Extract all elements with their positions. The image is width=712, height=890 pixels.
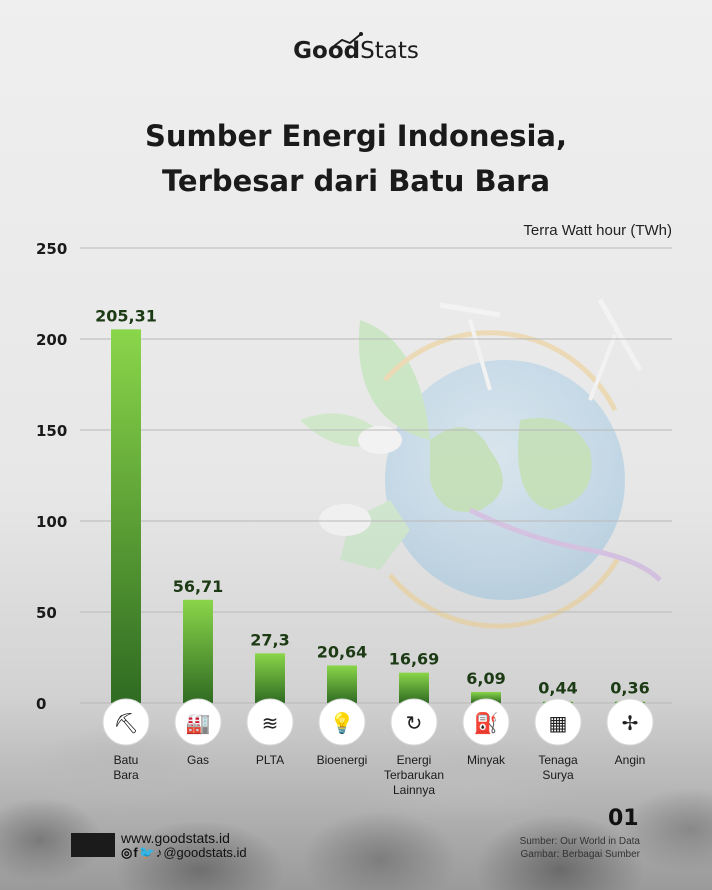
bar — [471, 691, 501, 703]
dam-icon: ≋ — [246, 698, 294, 746]
svg-text:⛽: ⛽ — [474, 711, 499, 735]
bar — [327, 665, 357, 703]
category-label: Tenaga — [538, 753, 578, 767]
y-axis-ticks: 0 50 100 150 200 250 — [36, 240, 67, 713]
y-tick-label: 250 — [36, 240, 67, 258]
category-label: PLTA — [256, 753, 284, 767]
category-label: Batu — [114, 753, 139, 767]
chart-title: Sumber Energi Indonesia, Terbesar dari B… — [0, 114, 712, 204]
gas-plant-icon: 🏭 — [174, 698, 222, 746]
unit-label: Terra Watt hour (TWh) — [523, 222, 672, 239]
bars — [111, 329, 645, 703]
eco-illustration — [300, 298, 662, 629]
footer-badge — [71, 833, 115, 857]
value-label: 20,64 — [317, 642, 368, 661]
y-tick-label: 0 — [36, 695, 46, 713]
logo-sparkline-icon — [333, 32, 363, 47]
renewable-cycle-icon: ↻ — [390, 698, 438, 746]
y-tick-label: 150 — [36, 422, 67, 440]
category-label: Surya — [542, 768, 574, 782]
svg-text:🏭: 🏭 — [186, 711, 211, 735]
coal-cart-icon: ⛏ — [102, 698, 150, 746]
oil-rig-icon: ⛽ — [462, 698, 510, 746]
category-label: Angin — [615, 753, 646, 767]
category-label: Gas — [187, 753, 209, 767]
bar — [399, 672, 429, 703]
page-number: 01 — [608, 806, 639, 831]
source-notes: Sumber: Our World in Data Gambar: Berbag… — [520, 835, 640, 861]
social-handle[interactable]: @goodstats.id — [163, 845, 247, 860]
value-label: 16,69 — [389, 650, 440, 669]
svg-text:💡: 💡 — [330, 711, 355, 735]
bioenergy-bulb-icon: 💡 — [318, 698, 366, 746]
goodstats-logo: GoodStats — [0, 32, 712, 64]
value-label: 0,36 — [610, 679, 649, 698]
category-label: Minyak — [467, 753, 506, 767]
value-label: 27,3 — [250, 630, 289, 649]
chart-title-line-2: Terbesar dari Batu Bara — [161, 164, 551, 198]
chart-title-line-1: Sumber Energi Indonesia, — [144, 119, 567, 153]
footer-website[interactable]: www.goodstats.id — [121, 830, 230, 846]
logo-stats: Stats — [360, 38, 419, 64]
y-tick-label: 200 — [36, 331, 67, 349]
svg-text:↻: ↻ — [406, 711, 423, 735]
category-label: Lainnya — [393, 783, 435, 797]
bar — [111, 329, 141, 703]
bar — [183, 599, 213, 703]
category-label: Terbarukan — [384, 768, 444, 782]
svg-text:⛏: ⛏ — [113, 711, 138, 735]
solar-panel-icon: ▦ — [534, 698, 582, 746]
grid-lines — [80, 247, 672, 704]
bar — [255, 653, 285, 703]
category-label: Bara — [113, 768, 139, 782]
y-tick-label: 100 — [36, 513, 67, 531]
value-labels: 205,31 56,71 27,3 20,64 16,69 6,09 0,44 0,36 — [95, 306, 650, 697]
svg-text:✢: ✢ — [622, 711, 639, 735]
svg-text:≋: ≋ — [262, 711, 279, 735]
value-label: 0,44 — [538, 679, 577, 698]
source-text: Sumber: Our World in Data — [519, 836, 640, 847]
footer-social: ◎f🐦♪@goodstats.id — [121, 845, 247, 861]
image-credit-text: Gambar: Berbagai Sumber — [520, 849, 640, 860]
y-tick-label: 50 — [36, 604, 57, 622]
value-label: 6,09 — [466, 669, 505, 688]
category-icons: ⛏ 🏭 ≋ 💡 ↻ ⛽ ▦ ✢ — [102, 698, 654, 746]
value-label: 56,71 — [173, 577, 224, 596]
value-label: 205,31 — [95, 306, 157, 325]
category-label: Energi — [397, 753, 432, 767]
svg-text:▦: ▦ — [549, 711, 568, 735]
social-icons[interactable]: ◎f🐦♪ — [121, 845, 164, 860]
category-label: Bioenergi — [317, 753, 368, 767]
wind-turbine-icon: ✢ — [606, 698, 654, 746]
